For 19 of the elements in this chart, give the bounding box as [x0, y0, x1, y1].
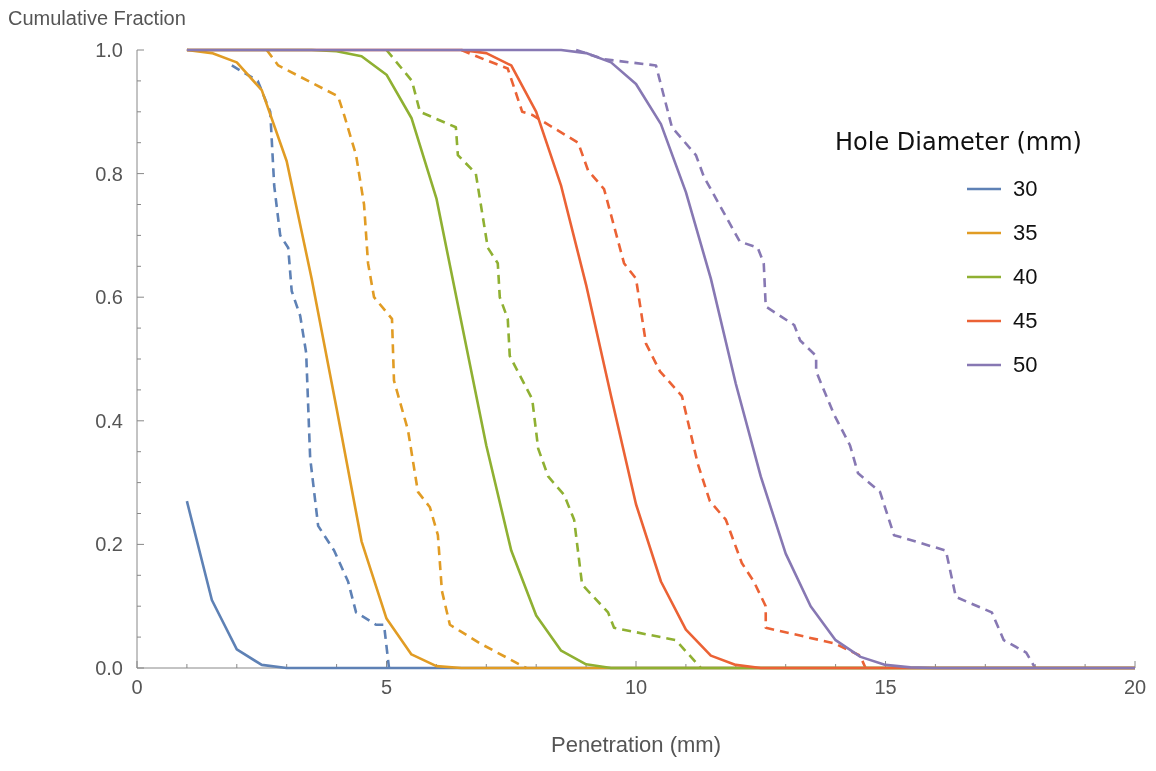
y-tick-label: 1.0 — [95, 39, 123, 61]
x-tick-label: 0 — [131, 676, 143, 698]
x-tick-label: 5 — [380, 676, 393, 698]
x-axis-title: Penetration (mm) — [551, 732, 721, 757]
y-tick-label: 0.6 — [95, 286, 123, 309]
y-axis-title: Cumulative Fraction — [8, 7, 186, 29]
y-tick-label: 0.4 — [95, 409, 123, 432]
legend-title: Hole Diameter (mm) — [835, 128, 1082, 156]
legend-label: 35 — [1013, 220, 1038, 245]
x-tick-label: 20 — [1123, 676, 1147, 698]
legend-label: 30 — [1013, 176, 1038, 201]
y-tick-label: 0.0 — [95, 657, 123, 679]
y-tick-label: 0.2 — [95, 533, 123, 556]
x-tick-label: 10 — [624, 676, 648, 698]
legend-label: 40 — [1013, 264, 1038, 289]
legend-label: 45 — [1013, 308, 1038, 333]
y-tick-label: 0.8 — [95, 162, 123, 185]
x-tick-label: 15 — [874, 676, 897, 698]
legend-label: 50 — [1013, 352, 1038, 377]
